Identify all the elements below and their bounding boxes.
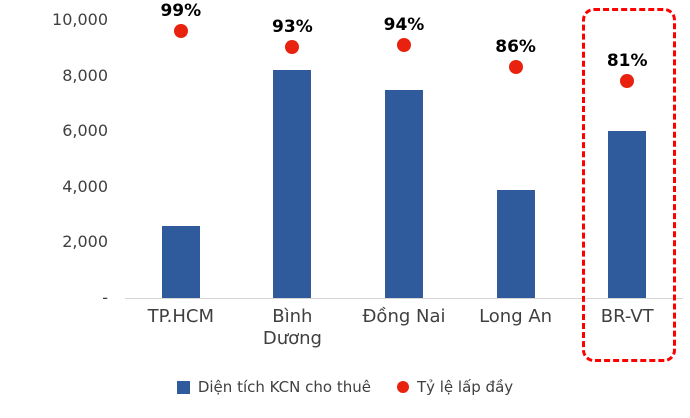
y-tick-label: 2,000 — [62, 232, 108, 252]
occupancy-dot — [508, 59, 523, 74]
bar-TP.HCM — [161, 225, 200, 298]
category-label: Đồng Nai — [362, 306, 446, 327]
y-tick-label: - — [102, 288, 108, 307]
legend-square-marker-icon — [176, 380, 190, 394]
occupancy-rate-label: 99% — [160, 0, 202, 21]
occupancy-rate-label: 94% — [383, 14, 425, 35]
x-axis-line — [125, 298, 683, 299]
legend-circle-marker-icon — [396, 381, 409, 393]
occupancy-rate-label: 86% — [495, 36, 536, 57]
legend-label: Tỷ lệ lấp đầy — [416, 378, 514, 396]
occupancy-dot — [173, 23, 188, 38]
y-tick-label: 6,000 — [62, 121, 108, 141]
y-tick-label: 8,000 — [62, 65, 108, 85]
category-label: Long An — [479, 306, 553, 327]
bar-Long An — [496, 189, 535, 298]
legend-item: Tỷ lệ lấp đầy — [396, 378, 514, 396]
bar-Bình Dương — [273, 70, 312, 298]
category-label: TP.HCM — [147, 306, 214, 327]
highlight-box — [582, 8, 677, 362]
y-tick-label: 10,000 — [52, 10, 108, 29]
legend-label: Diện tích KCN cho thuê — [197, 378, 371, 396]
y-tick-label: 4,000 — [62, 176, 108, 196]
occupancy-rate-label: 81% — [606, 50, 648, 71]
occupancy-rate-label: 93% — [272, 17, 313, 38]
bar-Đồng Nai — [385, 89, 423, 298]
category-label: Bình Dương — [262, 306, 322, 349]
occupancy-dot — [285, 40, 300, 55]
legend-item: Diện tích KCN cho thuê — [176, 378, 371, 396]
occupancy-dot — [397, 37, 411, 52]
legend: Diện tích KCN cho thuê Tỷ lệ lấp đầy — [0, 378, 690, 396]
category-label: BR-VT — [600, 306, 654, 327]
bar-BR-VT — [608, 131, 647, 298]
occupancy-dot — [620, 73, 635, 88]
